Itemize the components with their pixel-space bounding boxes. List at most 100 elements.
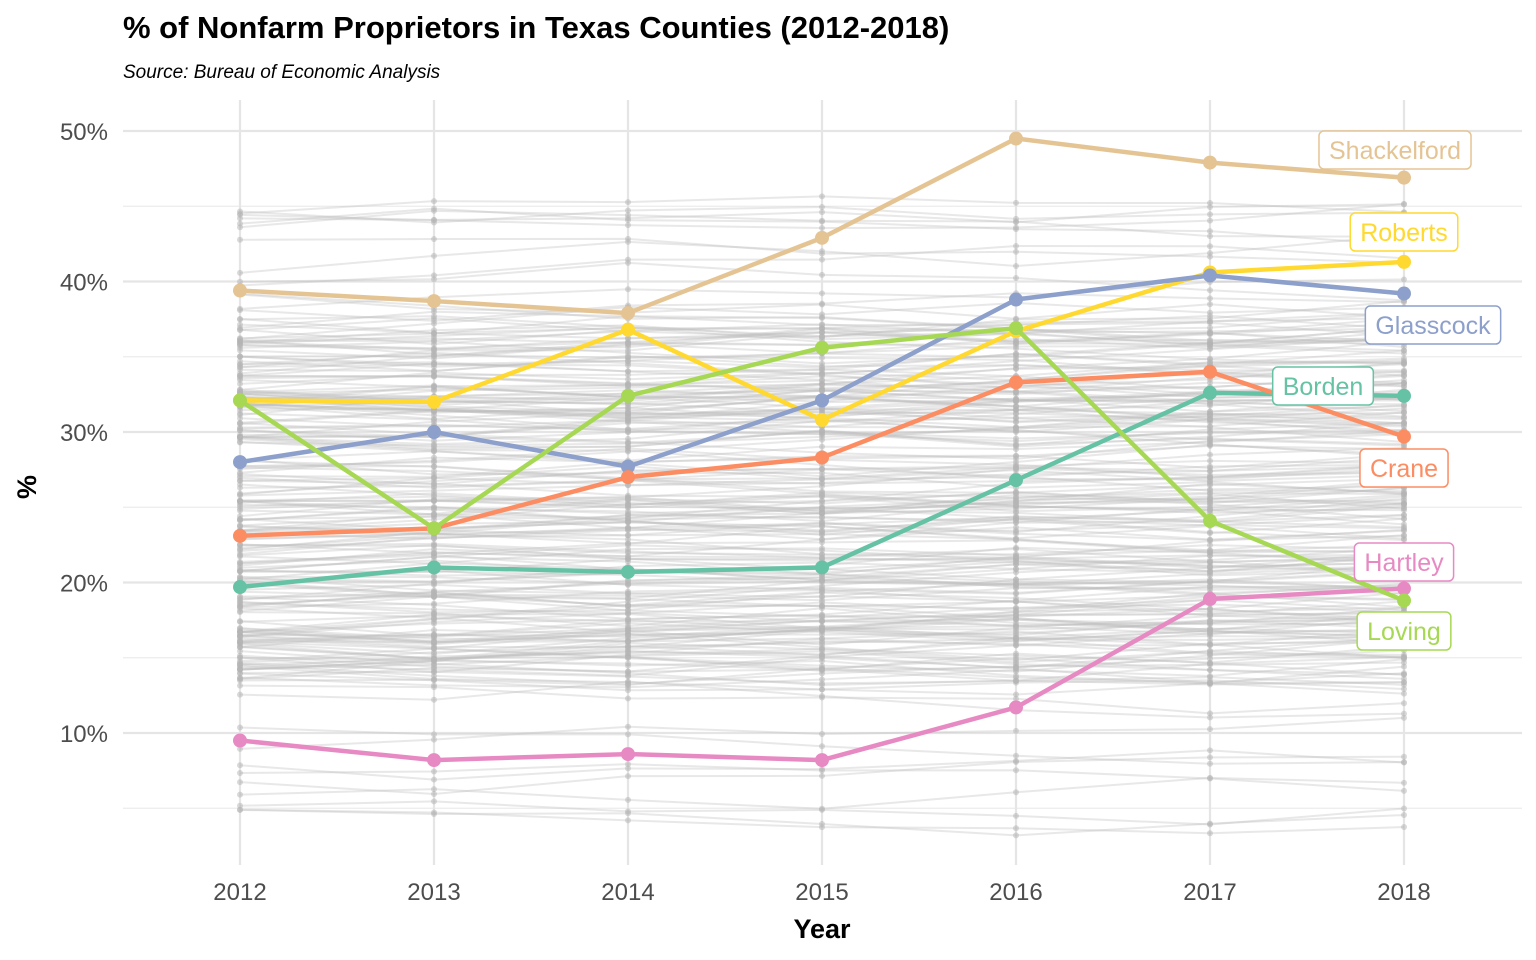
label-text: Borden <box>1283 373 1364 401</box>
background-county-point <box>819 588 825 595</box>
background-county-point <box>431 198 437 205</box>
background-county-point <box>431 207 437 214</box>
background-county-point <box>237 380 243 387</box>
background-county-point <box>1013 566 1019 573</box>
background-county-point <box>1207 660 1213 667</box>
background-county-point <box>819 376 825 383</box>
background-county-point <box>819 514 825 521</box>
background-county-point <box>1401 753 1407 760</box>
background-county-point <box>1207 641 1213 648</box>
background-county-point <box>625 526 631 533</box>
background-county-point <box>625 632 631 639</box>
background-county-point <box>1013 628 1019 635</box>
background-county-point <box>625 376 631 383</box>
background-county-point <box>1013 397 1019 404</box>
background-county-point <box>237 568 243 575</box>
background-county-point <box>1207 295 1213 302</box>
background-county-point <box>625 335 631 342</box>
label-text: Roberts <box>1360 219 1448 247</box>
background-county-point <box>431 630 437 637</box>
background-county-point <box>431 361 437 368</box>
label-text: Shackelford <box>1329 137 1461 165</box>
background-county-point <box>1207 583 1213 590</box>
background-county-point <box>1013 677 1019 684</box>
background-county-point <box>431 252 437 259</box>
background-county-point <box>819 692 825 699</box>
background-county-point <box>1207 530 1213 537</box>
background-county-point <box>1013 340 1019 347</box>
background-county-point <box>237 321 243 328</box>
background-county-point <box>237 434 243 441</box>
label-text: Crane <box>1370 455 1438 483</box>
background-county-point <box>237 326 243 333</box>
background-county-point <box>625 773 631 780</box>
background-county-point <box>431 811 437 818</box>
y-tick-label: 40% <box>60 270 108 297</box>
data-point <box>427 394 441 409</box>
background-county-point <box>1207 211 1213 218</box>
x-tick-label: 2017 <box>1183 879 1236 906</box>
background-county-point <box>237 347 243 354</box>
background-county-point <box>237 316 243 323</box>
background-county-point <box>625 352 631 359</box>
background-county-point <box>625 357 631 364</box>
background-county-point <box>1401 710 1407 717</box>
background-county-point <box>1013 598 1019 605</box>
background-county-point <box>237 666 243 673</box>
background-county-point <box>819 682 825 689</box>
data-point <box>1203 268 1217 283</box>
background-county-point <box>1207 200 1213 207</box>
background-county-point <box>237 410 243 417</box>
data-point <box>1009 292 1023 307</box>
background-county-point <box>1401 787 1407 794</box>
background-county-point <box>625 199 631 206</box>
background-county-point <box>237 507 243 514</box>
background-county-point <box>1401 488 1407 495</box>
background-county-point <box>237 353 243 360</box>
background-county-point <box>625 440 631 447</box>
data-point <box>1203 385 1217 400</box>
background-county-point <box>237 516 243 523</box>
background-county-point <box>431 731 437 738</box>
background-county-point <box>431 638 437 645</box>
background-county-point <box>431 330 437 337</box>
background-county-point <box>431 663 437 670</box>
data-point <box>1009 131 1023 146</box>
background-county-point <box>625 660 631 667</box>
data-point <box>621 470 635 485</box>
background-county-point <box>1207 228 1213 235</box>
label-box <box>1318 130 1472 170</box>
background-county-point <box>1207 243 1213 250</box>
label-text: Loving <box>1367 618 1441 646</box>
background-county-point <box>1207 319 1213 326</box>
background-county-point <box>819 617 825 624</box>
background-county-point <box>1207 345 1213 352</box>
background-county-point <box>237 644 243 651</box>
background-county-point <box>1207 500 1213 507</box>
background-county-point <box>1207 611 1213 618</box>
background-county-point <box>431 236 437 243</box>
background-county-point <box>1013 695 1019 702</box>
series-borden <box>233 385 1411 595</box>
background-county-point <box>237 335 243 342</box>
background-county-point <box>625 595 631 602</box>
background-county-point <box>819 743 825 750</box>
series-loving <box>233 321 1411 608</box>
background-county-point <box>819 767 825 774</box>
data-point <box>815 340 829 355</box>
background-county-point <box>1013 616 1019 623</box>
background-county-point <box>1013 650 1019 657</box>
background-county-point <box>431 580 437 587</box>
background-county-point <box>1207 330 1213 337</box>
data-point <box>1397 286 1411 301</box>
highlighted-series <box>233 131 1411 768</box>
background-county-point <box>819 554 825 561</box>
background-county-point <box>1013 502 1019 509</box>
data-point <box>1397 170 1411 185</box>
background-county-point <box>819 322 825 329</box>
background-county-point <box>1013 425 1019 432</box>
background-county-point <box>819 256 825 263</box>
background-county-point <box>625 668 631 675</box>
data-point <box>815 450 829 465</box>
data-point <box>427 425 441 439</box>
